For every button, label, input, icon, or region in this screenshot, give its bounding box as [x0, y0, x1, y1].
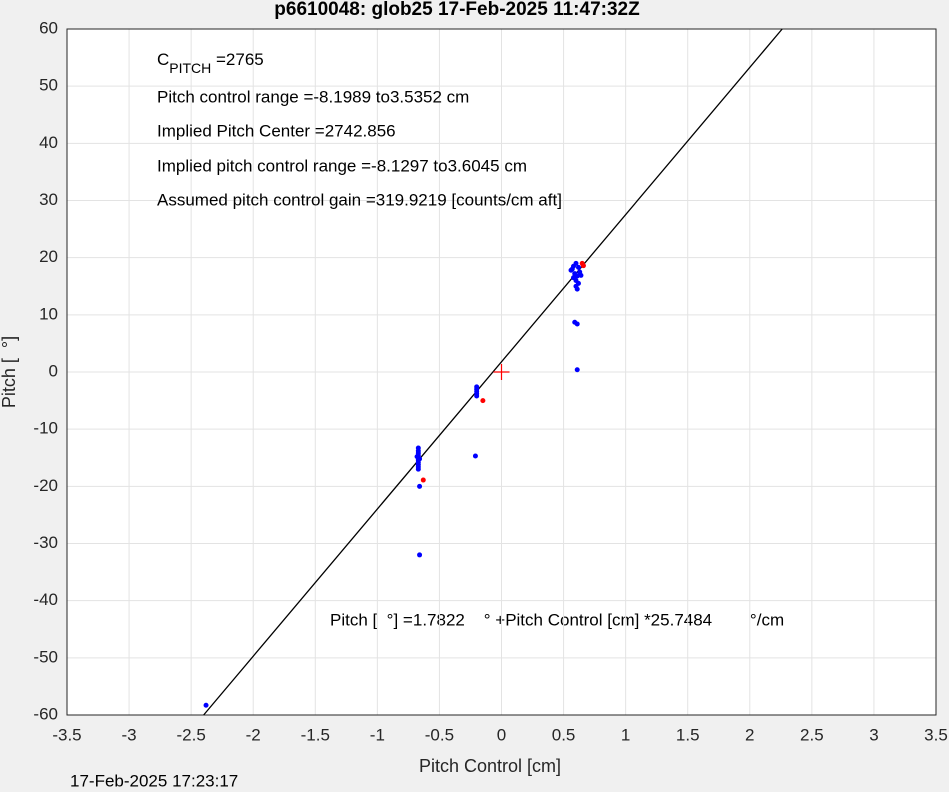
- x-tick-label: -3.5: [52, 725, 81, 744]
- annotation: CPITCH =2765: [157, 50, 264, 75]
- x-tick-label: -1.5: [301, 725, 330, 744]
- x-tick-label: 3: [869, 725, 878, 744]
- data-point: [578, 272, 584, 278]
- x-tick-label: -2.5: [176, 725, 205, 744]
- data-point: [417, 552, 423, 558]
- x-tick-label: 3.5: [924, 725, 948, 744]
- x-tick-label: -1: [370, 725, 385, 744]
- y-tick-label: 40: [39, 133, 58, 152]
- annotation: Implied Pitch Center =2742.856: [157, 121, 396, 140]
- equation: Pitch [ °] =1.7822 ° +Pitch Control [cm]…: [330, 610, 784, 629]
- y-tick-label: 20: [39, 247, 58, 266]
- x-tick-label: -0.5: [425, 725, 454, 744]
- data-point: [472, 453, 478, 459]
- y-tick-label: 30: [39, 190, 58, 209]
- annotation-part: C: [157, 50, 169, 69]
- y-axis-label: Pitch [ °]: [0, 336, 19, 408]
- x-tick-label: -3: [122, 725, 137, 744]
- x-tick-label: 0: [497, 725, 506, 744]
- data-point: [480, 398, 486, 404]
- data-point: [571, 275, 577, 281]
- data-point: [575, 264, 581, 270]
- data-point: [580, 263, 586, 269]
- y-tick-label: -60: [33, 704, 58, 723]
- data-point: [474, 393, 480, 399]
- x-tick-label: -2: [246, 725, 261, 744]
- y-tick-label: 60: [39, 18, 58, 37]
- x-tick-label: 2: [745, 725, 754, 744]
- y-tick-label: 50: [39, 76, 58, 95]
- y-tick-label: 10: [39, 304, 58, 323]
- x-axis-label: Pitch Control [cm]: [419, 756, 561, 776]
- data-point: [573, 260, 579, 266]
- data-point: [574, 286, 580, 292]
- data-point: [574, 321, 580, 327]
- axes-box: [66, 28, 937, 716]
- annotation-subscript: PITCH: [169, 60, 211, 76]
- y-tick-label: -40: [33, 590, 58, 609]
- data-point: [203, 702, 209, 708]
- data-point: [415, 466, 421, 472]
- chart-title: p6610048: glob25 17-Feb-2025 11:47:32Z: [274, 0, 640, 20]
- y-tick-label: 0: [49, 361, 58, 380]
- annotation-part: =2765: [211, 50, 263, 69]
- annotation: Implied pitch control range =-8.1297 to3…: [157, 156, 527, 175]
- x-tick-label: 1: [621, 725, 630, 744]
- x-tick-label: 1.5: [676, 725, 700, 744]
- plus-marker: [493, 364, 510, 380]
- y-tick-label: -30: [33, 533, 58, 552]
- data-point: [574, 367, 580, 373]
- y-tick-label: -50: [33, 647, 58, 666]
- data-point: [420, 477, 426, 483]
- annotation: Pitch control range =-8.1989 to3.5352 cm: [157, 87, 469, 106]
- data-point: [417, 483, 423, 489]
- data-point: [574, 273, 580, 279]
- y-tick-label: -10: [33, 419, 58, 438]
- x-tick-label: 0.5: [552, 725, 576, 744]
- fit-line: [203, 28, 783, 716]
- annotation: Assumed pitch control gain =319.9219 [co…: [157, 190, 562, 209]
- timestamp: 17-Feb-2025 17:23:17: [70, 771, 238, 790]
- y-tick-label: -20: [33, 476, 58, 495]
- data-point: [414, 454, 420, 460]
- x-tick-label: 2.5: [800, 725, 824, 744]
- data-point: [569, 266, 575, 272]
